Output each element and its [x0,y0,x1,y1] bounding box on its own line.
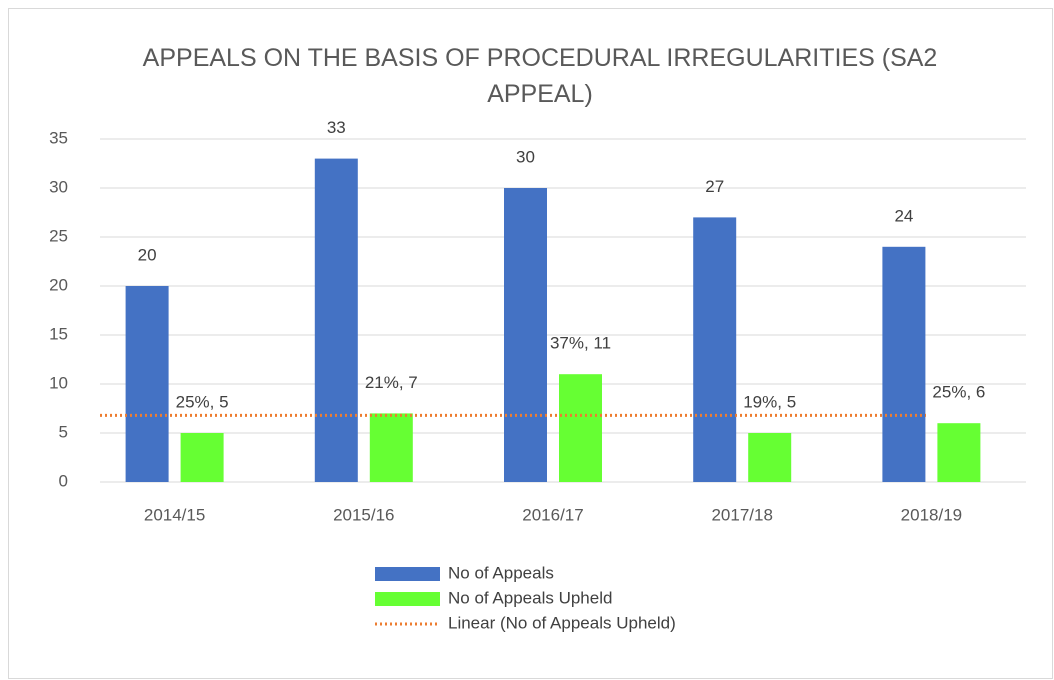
data-label: 21%, 7 [365,373,418,392]
bar [559,374,602,482]
data-label: 19%, 5 [743,392,796,411]
x-tick-label: 2014/15 [144,505,205,524]
legend-label: Linear (No of Appeals Upheld) [448,613,676,632]
y-tick-label: 30 [49,177,68,196]
data-label: 37%, 11 [550,334,611,353]
legend-swatch [375,567,440,581]
bar [504,188,547,482]
data-label: 25%, 5 [176,392,229,411]
data-label: 25%, 6 [932,383,985,402]
y-tick-label: 10 [49,373,68,392]
legend-swatch [375,592,440,606]
data-label: 30 [516,147,535,166]
legend-label: No of Appeals Upheld [448,588,612,607]
y-tick-label: 0 [59,471,68,490]
y-tick-label: 5 [59,422,68,441]
x-tick-label: 2015/16 [333,505,394,524]
bar [882,246,926,482]
bar [693,217,737,482]
bar [125,286,169,482]
chart-title: APPEALS ON THE BASIS OF PROCEDURAL IRREG… [142,44,938,108]
y-tick-label: 35 [49,128,68,147]
y-tick-label: 25 [49,226,68,245]
bar [314,158,358,482]
bar [180,433,224,482]
data-label: 27 [705,177,724,196]
bar [937,423,981,482]
y-tick-label: 15 [49,324,68,343]
x-tick-label: 2018/19 [901,505,962,524]
bar [748,433,792,482]
data-label: 20 [138,245,157,264]
y-tick-label: 20 [49,275,68,294]
legend-label: No of Appeals [448,563,554,582]
x-tick-label: 2017/18 [711,505,772,524]
x-tick-label: 2016/17 [522,505,583,524]
data-label: 24 [894,206,913,225]
bar [369,413,413,482]
data-label: 33 [327,118,346,137]
